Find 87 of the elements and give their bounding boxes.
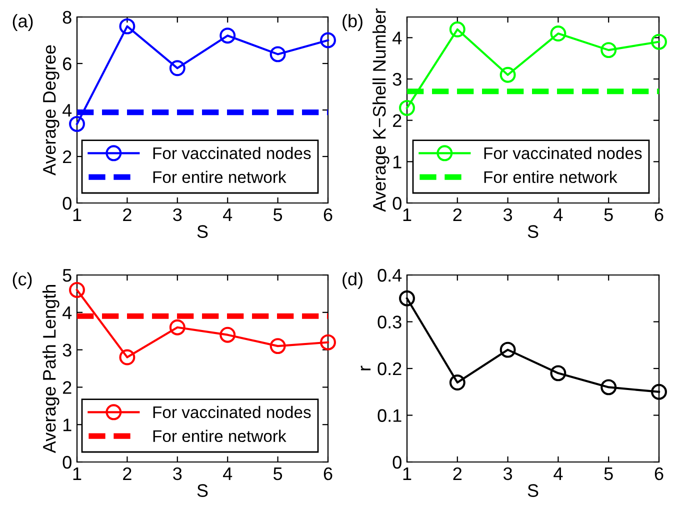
point (550, 365, 566, 382)
y-tick-label: 0 (62, 456, 72, 469)
x-axis-title: S (197, 225, 208, 238)
x-tick-label: 4 (222, 208, 232, 221)
y-tick-label: 1 (63, 418, 72, 432)
legend-label: For vaccinated nodes (153, 406, 311, 418)
x-tick-label: 1 (73, 468, 82, 480)
x-tick-label: 4 (222, 468, 232, 480)
legend-label: For entire network (153, 170, 286, 184)
point (500, 66, 516, 83)
point (399, 100, 415, 116)
y-tick-label: 0 (392, 196, 402, 210)
x-tick-label: 1 (403, 208, 412, 221)
y-axis-title: Average Path Length (42, 285, 60, 454)
text: (c) (12, 272, 32, 290)
x-tick-label: 2 (123, 467, 132, 480)
point (220, 326, 236, 343)
legend-label: For vaccinated nodes (153, 146, 311, 160)
x-tick-label: 1 (403, 468, 412, 480)
point (550, 26, 566, 42)
x-tick-label: 4 (554, 468, 563, 480)
text: (b) (342, 14, 362, 31)
x-axis-title: S (528, 484, 538, 497)
x-tick-label: 6 (324, 467, 332, 480)
y-axis-title: Average Degree (43, 45, 60, 176)
x-tick-label: 6 (654, 467, 664, 480)
point (449, 374, 466, 391)
x-tick-label: 2 (453, 467, 462, 480)
x-tick-label: 5 (604, 208, 613, 222)
y-tick-label: 0 (62, 196, 72, 210)
point (320, 334, 336, 350)
x-tick-label: 2 (123, 208, 132, 221)
point (651, 384, 667, 400)
y-tick-label: 5 (62, 269, 72, 282)
y-tick-label: 0.1 (378, 409, 402, 422)
y-tick-label: 4 (62, 104, 72, 117)
x-tick-label: 5 (604, 468, 613, 480)
point (449, 21, 466, 38)
x-tick-label: 3 (173, 208, 182, 222)
y-axis-title: r (360, 366, 371, 370)
x-tick-label: 3 (503, 467, 512, 480)
legend-label: For entire network (484, 170, 618, 184)
point (69, 116, 85, 132)
y-tick-label: 4 (392, 32, 402, 44)
y-tick-label: 8 (62, 10, 72, 24)
x-tick-label: 1 (73, 208, 82, 221)
point (399, 290, 415, 306)
point (220, 28, 236, 44)
x-axis-title: S (197, 484, 208, 497)
y-tick-label: 6 (63, 57, 72, 70)
y-tick-label: 2 (63, 150, 72, 164)
x-tick-label: 5 (274, 468, 282, 480)
x-tick-label: 3 (173, 467, 182, 480)
point (119, 18, 136, 34)
point (69, 282, 85, 298)
legend-label: For entire network (153, 430, 286, 442)
x-tick-label: 6 (324, 208, 332, 222)
x-axis-title: S (528, 225, 538, 238)
point (270, 338, 286, 354)
x-tick-label: 5 (274, 208, 282, 222)
point (119, 349, 136, 366)
y-tick-label: 0.4 (378, 268, 402, 282)
point (169, 319, 186, 336)
point (600, 42, 617, 58)
y-axis-title: Average K−Shell Number (372, 8, 390, 212)
y-tick-label: 4 (62, 306, 72, 319)
text: (d) (342, 272, 362, 290)
point (169, 60, 186, 76)
legend-label: For vaccinated nodes (484, 146, 642, 160)
y-tick-label: 3 (62, 344, 72, 357)
x-tick-label: 2 (453, 208, 462, 221)
point (320, 32, 336, 48)
y-tick-label: 0 (392, 456, 402, 469)
point (600, 379, 617, 396)
y-tick-label: 0.3 (378, 316, 402, 328)
point (270, 46, 286, 62)
y-tick-label: 0.2 (378, 362, 402, 376)
point (500, 342, 516, 358)
y-tick-label: 2 (393, 114, 402, 127)
y-tick-label: 1 (393, 156, 402, 168)
y-tick-label: 2 (63, 381, 72, 394)
x-tick-label: 6 (654, 208, 664, 222)
x-tick-label: 3 (503, 208, 512, 222)
x-tick-label: 4 (554, 208, 563, 221)
text: (a) (12, 14, 33, 31)
y-tick-label: 3 (392, 72, 402, 86)
point (651, 34, 667, 50)
